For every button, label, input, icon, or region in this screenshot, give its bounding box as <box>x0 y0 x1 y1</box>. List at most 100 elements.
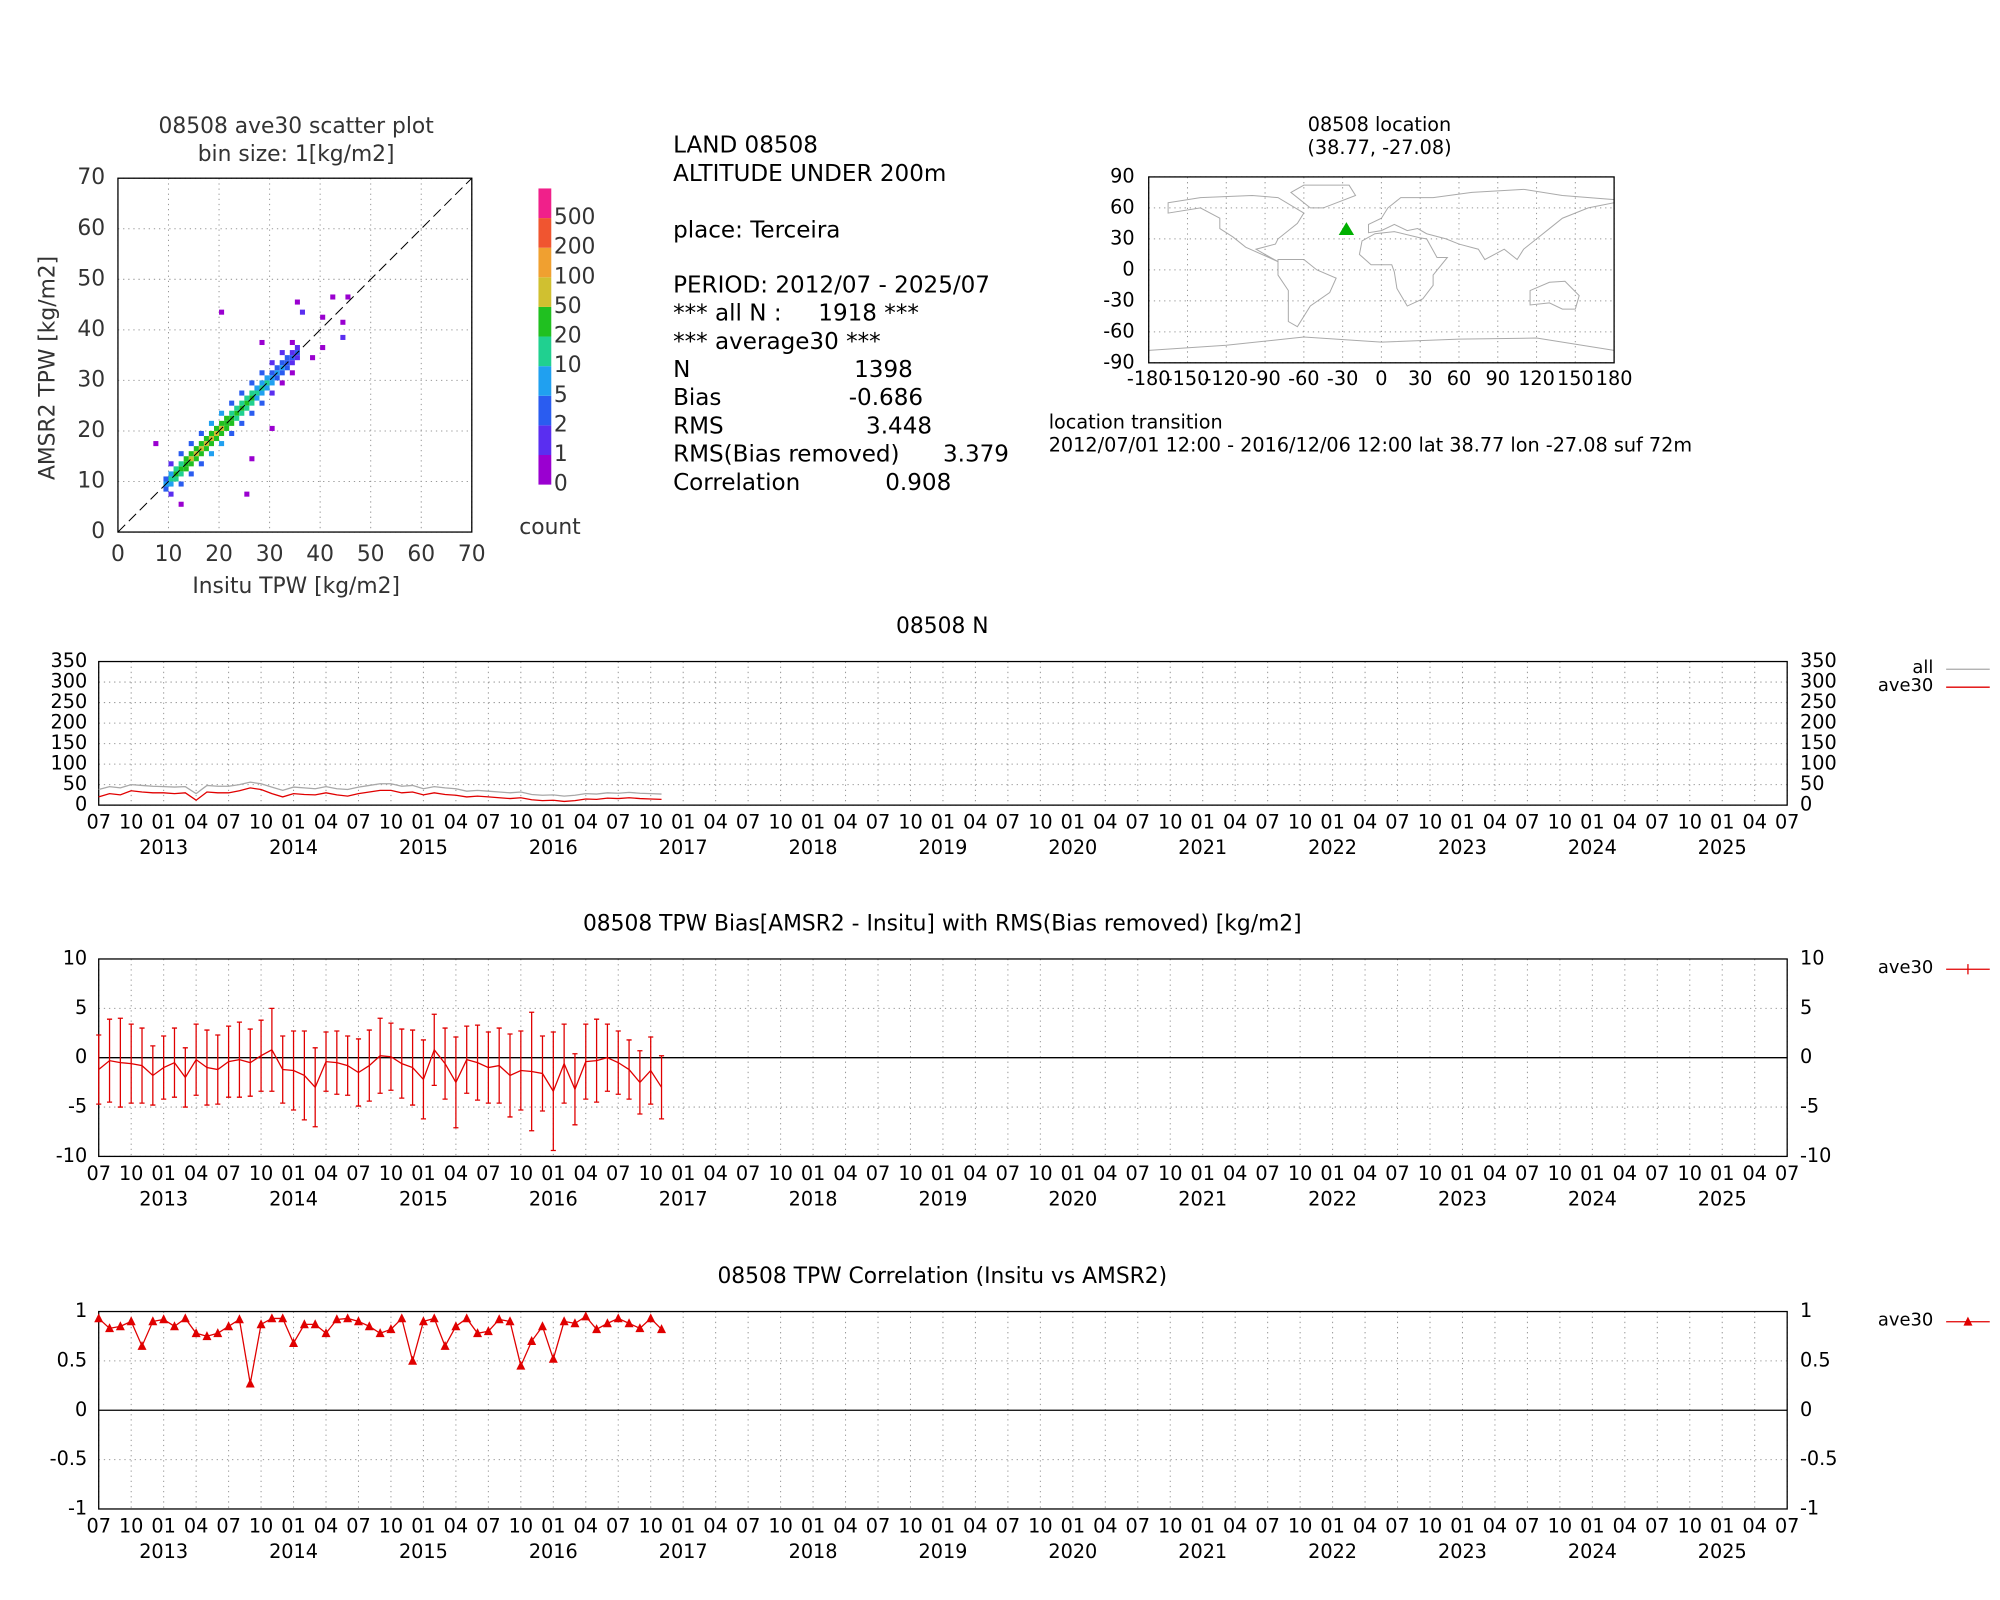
diagonal-line <box>117 177 473 533</box>
error-bar <box>474 1024 481 1101</box>
year-label: 2018 <box>789 1187 838 1210</box>
error-bar <box>420 1039 426 1120</box>
stat-label: Correlation <box>673 470 800 496</box>
y-tick-label: -1 <box>68 1496 87 1519</box>
error-bar <box>615 1030 621 1095</box>
x-tick-label: 10 <box>638 811 662 834</box>
x-tick-label: 07 <box>86 1162 110 1185</box>
x-tick-label: 01 <box>931 1162 955 1185</box>
x-tick-label: 01 <box>541 811 565 834</box>
x-tick-label: 01 <box>1061 1514 1085 1537</box>
x-tick-label: 07 <box>996 811 1020 834</box>
y-tick-label: 60 <box>1110 195 1134 218</box>
x-tick-label: 0 <box>111 542 125 567</box>
error-bar <box>345 1035 351 1096</box>
error-bar <box>139 1027 145 1104</box>
point-marker <box>202 1331 212 1341</box>
bin-cell <box>239 390 245 396</box>
error-bar <box>236 1021 242 1098</box>
error-bar <box>518 1030 524 1111</box>
bin-cell <box>224 425 230 431</box>
year-label: 2013 <box>139 1540 188 1563</box>
point-marker <box>353 1316 363 1326</box>
x-tick-label: 04 <box>574 1162 598 1185</box>
bin-cell <box>168 491 174 497</box>
x-tick-label: 10 <box>1678 811 1702 834</box>
y-tick-label: 350 <box>50 649 87 672</box>
point-marker <box>191 1328 201 1338</box>
y-tick-label: 1 <box>75 1299 87 1322</box>
x-tick-label: 07 <box>216 1514 240 1537</box>
x-tick-label: 10 <box>249 1162 273 1185</box>
info-line: *** all N : 1918 *** <box>673 301 919 327</box>
x-tick-label: 10 <box>249 1514 273 1537</box>
point-marker <box>332 1314 342 1324</box>
x-tick-label: 07 <box>1385 1514 1409 1537</box>
year-label: 2017 <box>659 1187 708 1210</box>
bin-cell <box>178 501 184 507</box>
x-tick-label: 07 <box>866 811 890 834</box>
bin-cell <box>284 365 290 371</box>
y-tick-label-right: 150 <box>1800 731 1837 754</box>
bin-cell <box>279 370 285 376</box>
point-marker <box>224 1321 234 1331</box>
year-label: 2020 <box>1048 1187 1097 1210</box>
point-marker <box>105 1323 115 1333</box>
bin-cell <box>208 441 214 447</box>
error-bar <box>453 1036 459 1129</box>
x-tick-label: 01 <box>151 811 175 834</box>
point-marker <box>234 1314 244 1324</box>
point-marker <box>180 1313 190 1323</box>
year-label: 2016 <box>529 836 578 859</box>
y-tick-label-right: 0 <box>1800 1398 1812 1421</box>
chart-title: 08508 ave30 scatter plot <box>159 114 435 139</box>
x-tick-label: 10 <box>768 1162 792 1185</box>
bin-cell <box>249 380 255 386</box>
point-marker <box>169 1321 179 1331</box>
x-tick-label: 07 <box>1126 1514 1150 1537</box>
x-tick-label: 07 <box>216 811 240 834</box>
x-tick-label: 01 <box>1580 1162 1604 1185</box>
stat-value: 3.379 <box>943 442 1009 468</box>
bin-cell <box>163 486 169 492</box>
x-tick-label: 04 <box>1613 1514 1637 1537</box>
point-marker <box>570 1318 580 1328</box>
y-tick-label-right: 50 <box>1800 772 1824 795</box>
bin-cell <box>264 380 270 386</box>
bin-cell <box>183 456 189 462</box>
x-tick-label: 10 <box>1418 811 1442 834</box>
bin-cell <box>279 350 285 356</box>
x-tick-label: 04 <box>1613 1162 1637 1185</box>
x-tick-label: 60 <box>1447 367 1471 390</box>
year-label: 2025 <box>1698 1540 1747 1563</box>
colorbar-segment <box>538 306 552 337</box>
colorbar-segment <box>538 455 552 485</box>
bin-cell <box>310 355 316 361</box>
error-bar <box>366 1029 372 1102</box>
year-label: 2014 <box>269 1187 318 1210</box>
x-tick-label: 04 <box>833 1162 857 1185</box>
x-tick-label: 10 <box>509 811 533 834</box>
chart-title: 08508 N <box>896 614 989 639</box>
x-tick-label: -60 <box>1288 367 1319 390</box>
year-label: 2013 <box>139 1187 188 1210</box>
chart-subtitle: bin size: 1[kg/m2] <box>198 142 395 167</box>
bin-cell <box>213 425 220 431</box>
year-label: 2015 <box>399 836 448 859</box>
x-tick-label: 01 <box>1710 1514 1734 1537</box>
point-marker <box>613 1313 623 1323</box>
x-tick-label: 07 <box>606 1162 630 1185</box>
error-bar <box>96 1034 102 1105</box>
error-bar <box>117 1017 123 1108</box>
x-tick-label: 07 <box>606 811 630 834</box>
x-tick-label: 04 <box>1093 811 1117 834</box>
plot-frame <box>117 177 473 533</box>
x-tick-label: 04 <box>1223 1162 1247 1185</box>
bin-cell <box>269 370 275 376</box>
point-marker <box>624 1318 634 1328</box>
y-tick-label-right: 5 <box>1800 996 1812 1019</box>
x-tick-label: 10 <box>1288 811 1312 834</box>
x-tick-label: 07 <box>1126 811 1150 834</box>
stat-label: N <box>673 357 690 383</box>
